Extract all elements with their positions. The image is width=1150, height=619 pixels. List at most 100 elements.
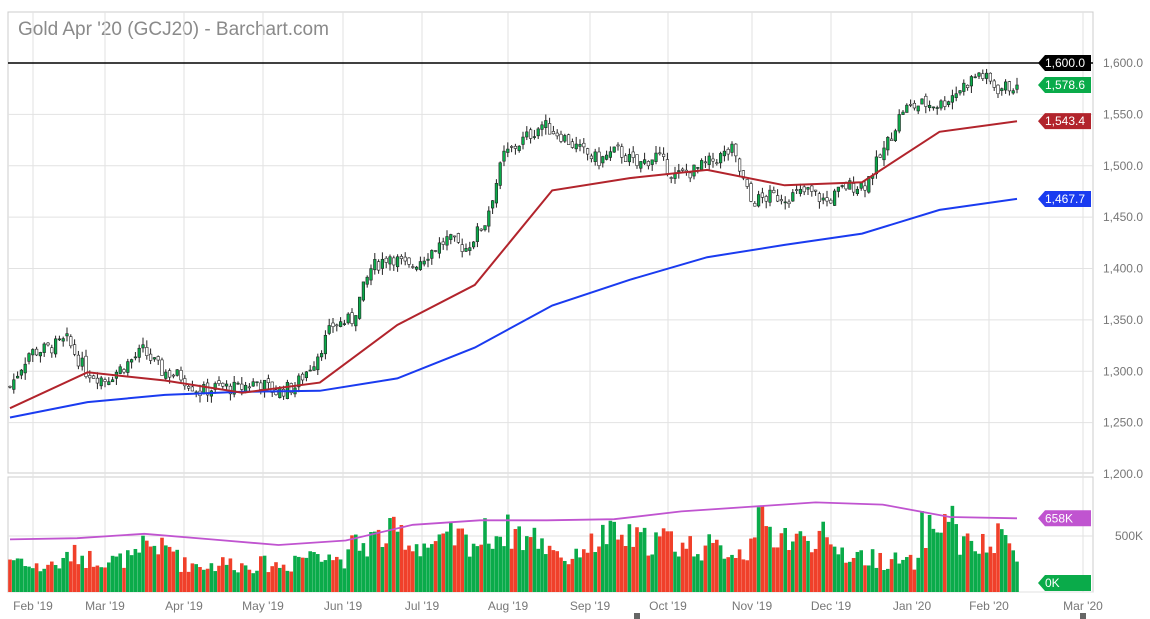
candle-body bbox=[251, 381, 255, 387]
volume-bar bbox=[1003, 535, 1008, 592]
volume-bar bbox=[749, 538, 753, 592]
volume-bar bbox=[479, 544, 483, 592]
candle-body bbox=[536, 128, 540, 137]
volume-bar bbox=[137, 552, 141, 592]
x-tick-label: Feb '20 bbox=[969, 599, 1009, 613]
volume-bar bbox=[498, 536, 502, 592]
candle-body bbox=[916, 105, 920, 112]
candle-body bbox=[354, 315, 358, 327]
candle-body bbox=[338, 321, 343, 327]
volume-bar bbox=[528, 537, 533, 592]
volume-average-tag-bg bbox=[1038, 510, 1091, 527]
volume-bar bbox=[95, 565, 100, 592]
candle-body bbox=[639, 161, 643, 169]
candle-body bbox=[183, 378, 187, 387]
candle-body bbox=[677, 170, 681, 173]
volume-bar bbox=[342, 568, 347, 592]
volume-bar bbox=[684, 548, 689, 592]
volume-bar bbox=[274, 562, 278, 592]
volume-bar bbox=[232, 570, 236, 592]
volume-bar bbox=[764, 526, 768, 592]
candle-body bbox=[441, 241, 445, 245]
candle-body bbox=[528, 129, 533, 139]
volume-bar bbox=[289, 571, 293, 592]
volume-bar bbox=[338, 559, 343, 592]
chart-title: Gold Apr '20 (GCJ20) - Barchart.com bbox=[18, 19, 329, 40]
volume-bar bbox=[456, 528, 461, 592]
volume-bar bbox=[502, 546, 506, 592]
volume-bar bbox=[460, 528, 464, 592]
volume-bar bbox=[578, 557, 582, 592]
volume-tick-label: 500K bbox=[1115, 529, 1143, 543]
x-tick-label: Jan '20 bbox=[893, 599, 932, 613]
y-tick-label: 1,500.0 bbox=[1103, 159, 1143, 173]
volume-bar bbox=[126, 550, 130, 592]
volume-bar bbox=[730, 554, 734, 592]
volume-zero-tag-text: 0K bbox=[1045, 576, 1060, 590]
candle-body bbox=[145, 347, 149, 356]
volume-bar bbox=[954, 524, 958, 592]
volume-average-tag-text: 658K bbox=[1045, 511, 1073, 525]
candle-body bbox=[908, 104, 913, 106]
candle-body bbox=[122, 369, 126, 373]
candle-body bbox=[312, 366, 316, 371]
volume-bar bbox=[517, 526, 521, 592]
candle-body bbox=[965, 84, 970, 89]
volume-bar bbox=[76, 564, 81, 592]
candle-body bbox=[395, 256, 400, 268]
volume-bar bbox=[817, 530, 822, 592]
candle-body bbox=[741, 170, 745, 179]
candle-body bbox=[46, 342, 50, 346]
volume-bar bbox=[240, 563, 244, 592]
volume-bar bbox=[574, 548, 578, 592]
volume-bar bbox=[365, 556, 369, 592]
candle-body bbox=[973, 76, 977, 79]
volume-bar bbox=[893, 552, 898, 592]
candle-body bbox=[430, 250, 434, 259]
volume-bar bbox=[183, 557, 187, 592]
volume-bar bbox=[715, 539, 719, 592]
candle-body bbox=[103, 379, 107, 382]
candle-body bbox=[479, 228, 483, 231]
candle-body bbox=[300, 373, 305, 381]
candle-body bbox=[392, 257, 396, 266]
candle-body bbox=[149, 353, 153, 361]
candle-body bbox=[304, 371, 309, 379]
volume-bar bbox=[160, 537, 164, 592]
candle-body bbox=[1003, 81, 1008, 91]
y-tick-label: 1,550.0 bbox=[1103, 107, 1143, 121]
volume-bar bbox=[920, 511, 924, 592]
candle-body bbox=[977, 72, 981, 77]
candle-body bbox=[12, 379, 16, 390]
candle-body bbox=[107, 381, 111, 385]
candle-body bbox=[688, 172, 692, 179]
candle-body bbox=[137, 347, 141, 358]
volume-bar bbox=[133, 548, 138, 592]
volume-bar bbox=[319, 561, 324, 592]
candle-body bbox=[471, 241, 476, 248]
volume-bar bbox=[551, 550, 556, 592]
candle-body bbox=[589, 155, 593, 159]
candle-body bbox=[722, 150, 726, 157]
volume-bar bbox=[407, 545, 411, 592]
candle-body bbox=[669, 177, 673, 179]
candle-body bbox=[281, 388, 286, 397]
scroll-handle-right bbox=[1080, 613, 1086, 619]
x-tick-label: Oct '19 bbox=[649, 599, 687, 613]
candle-body bbox=[168, 370, 172, 378]
candle-body bbox=[582, 142, 586, 148]
candle-body bbox=[726, 149, 730, 155]
volume-bar bbox=[221, 557, 225, 592]
candle-body bbox=[1000, 88, 1004, 92]
volume-bar bbox=[707, 534, 711, 592]
candle-body bbox=[563, 135, 567, 142]
volume-bar bbox=[69, 561, 73, 592]
volume-bar bbox=[12, 560, 16, 592]
candle-body bbox=[487, 210, 491, 227]
volume-bar bbox=[646, 555, 651, 592]
volume-bar bbox=[262, 555, 267, 592]
candle-body bbox=[958, 90, 962, 94]
candle-body bbox=[696, 167, 700, 169]
volume-bar bbox=[293, 555, 297, 592]
